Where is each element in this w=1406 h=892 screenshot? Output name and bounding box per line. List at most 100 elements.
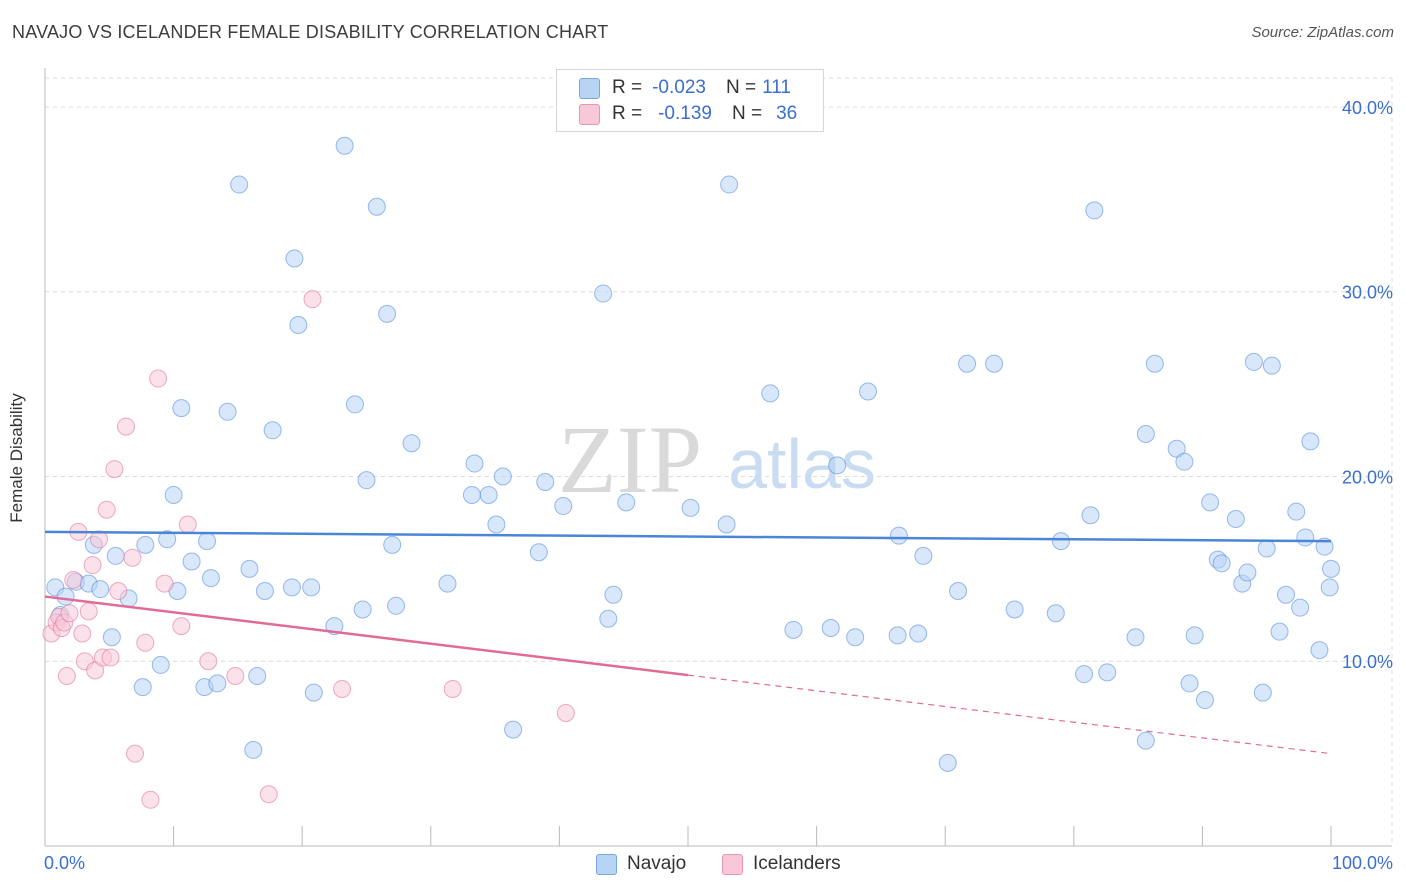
navajo-point xyxy=(1262,356,1281,375)
icelander-point xyxy=(64,570,83,589)
icelander-trend-line-extension xyxy=(687,674,1332,755)
navajo-point xyxy=(1175,452,1194,471)
series-icelanders xyxy=(42,290,575,809)
navajo-point xyxy=(462,485,481,504)
icelander-point xyxy=(123,548,142,567)
navajo-point xyxy=(240,559,259,578)
navajo-point xyxy=(172,399,191,418)
navajo-point xyxy=(1201,493,1220,512)
navajo-trend-line xyxy=(44,530,1332,543)
icelander-trend-line xyxy=(44,595,689,677)
icelander-point xyxy=(105,460,124,479)
navajo-point xyxy=(302,578,321,597)
navajo-point xyxy=(1291,598,1310,617)
gridlines xyxy=(45,77,1393,846)
navajo-point xyxy=(263,421,282,440)
navajo-point xyxy=(1212,554,1231,573)
navajo-point xyxy=(285,249,304,268)
navajo-point xyxy=(282,578,301,597)
navajo-point xyxy=(136,535,155,554)
navajo-point xyxy=(1195,691,1214,710)
navajo-point xyxy=(479,485,498,504)
navajo-point xyxy=(599,609,618,628)
navajo-point xyxy=(1253,683,1272,702)
x-tick-label: 100.0% xyxy=(1332,853,1393,873)
navajo-point xyxy=(958,354,977,373)
icelander-point xyxy=(97,500,116,519)
legend-row-navajo: R = -0.023 N = 111 xyxy=(579,76,791,100)
icelander-point xyxy=(172,617,191,636)
navajo-point xyxy=(1185,626,1204,645)
navajo-point xyxy=(164,485,183,504)
navajo-point xyxy=(387,596,406,615)
icelander-point xyxy=(57,667,76,686)
navajo-point xyxy=(784,620,803,639)
navajo-point xyxy=(230,175,249,194)
navajo-point xyxy=(1301,432,1320,451)
navajo-point xyxy=(487,515,506,534)
y-tick-label: 40.0% xyxy=(1342,98,1393,118)
navajo-point xyxy=(821,618,840,637)
watermark-atlas: atlas xyxy=(728,425,876,503)
navajo-point xyxy=(1270,622,1289,641)
navajo-point xyxy=(914,546,933,565)
navajo-point xyxy=(1296,528,1315,547)
navajo-point xyxy=(1126,628,1145,647)
icelander-point xyxy=(90,530,109,549)
navajo-point xyxy=(201,569,220,588)
navajo-point xyxy=(1244,352,1263,371)
correlation-legend: R = -0.023 N = 111 R = -0.139 N = 36 xyxy=(556,69,824,132)
legend-swatch-navajo xyxy=(579,77,600,99)
navajo-point xyxy=(106,546,125,565)
navajo-point xyxy=(1226,509,1245,528)
icelander-point xyxy=(83,556,102,575)
navajo-point xyxy=(151,655,170,674)
icelander-point xyxy=(141,790,160,809)
navajo-point xyxy=(604,585,623,604)
navajo-point xyxy=(357,471,376,490)
source-label: Source: ZipAtlas.com xyxy=(1251,24,1394,41)
tick-labels: 10.0% 20.0% 30.0% 40.0% 0.0% 100.0% xyxy=(44,98,1393,873)
navajo-point xyxy=(198,532,217,551)
navajo-point xyxy=(244,740,263,759)
watermark: ZIP atlas xyxy=(558,406,876,513)
navajo-point xyxy=(938,753,957,772)
bottom-legend-label-icelanders: Icelanders xyxy=(753,853,841,874)
navajo-point xyxy=(1046,604,1065,623)
navajo-point xyxy=(56,587,75,606)
navajo-point xyxy=(1136,424,1155,443)
navajo-point xyxy=(91,580,110,599)
legend-r-label: R = xyxy=(612,103,643,124)
navajo-point xyxy=(909,624,928,643)
legend-swatch-icelanders xyxy=(579,103,600,125)
navajo-point xyxy=(594,284,613,303)
navajo-point xyxy=(182,552,201,571)
bottom-legend-icelanders: Icelanders xyxy=(722,852,841,876)
icelander-point xyxy=(259,785,278,804)
navajo-point xyxy=(1136,731,1155,750)
navajo-point xyxy=(1315,537,1334,556)
bottom-legend-label-navajo: Navajo xyxy=(627,853,687,874)
navajo-point xyxy=(681,498,700,517)
navajo-point xyxy=(304,683,323,702)
icelander-point xyxy=(60,604,79,623)
navajo-point xyxy=(761,384,780,403)
icelander-point xyxy=(556,703,575,722)
icelander-point xyxy=(126,744,145,763)
navajo-point xyxy=(493,467,512,486)
navajo-point xyxy=(255,582,274,601)
bottom-legend-swatch-navajo xyxy=(596,853,617,875)
icelander-point xyxy=(199,652,218,671)
navajo-point xyxy=(1287,502,1306,521)
icelander-point xyxy=(101,648,120,667)
navajo-point xyxy=(1257,539,1276,558)
navajo-point xyxy=(1098,663,1117,682)
navajo-point xyxy=(1051,532,1070,551)
navajo-point xyxy=(1180,674,1199,693)
legend-n-label: N = xyxy=(731,103,763,124)
series-navajo xyxy=(46,136,1340,772)
navajo-point xyxy=(985,354,1004,373)
x-tick-label: 0.0% xyxy=(44,853,85,873)
navajo-point xyxy=(1005,600,1024,619)
legend-n-value-navajo: 111 xyxy=(762,77,791,98)
